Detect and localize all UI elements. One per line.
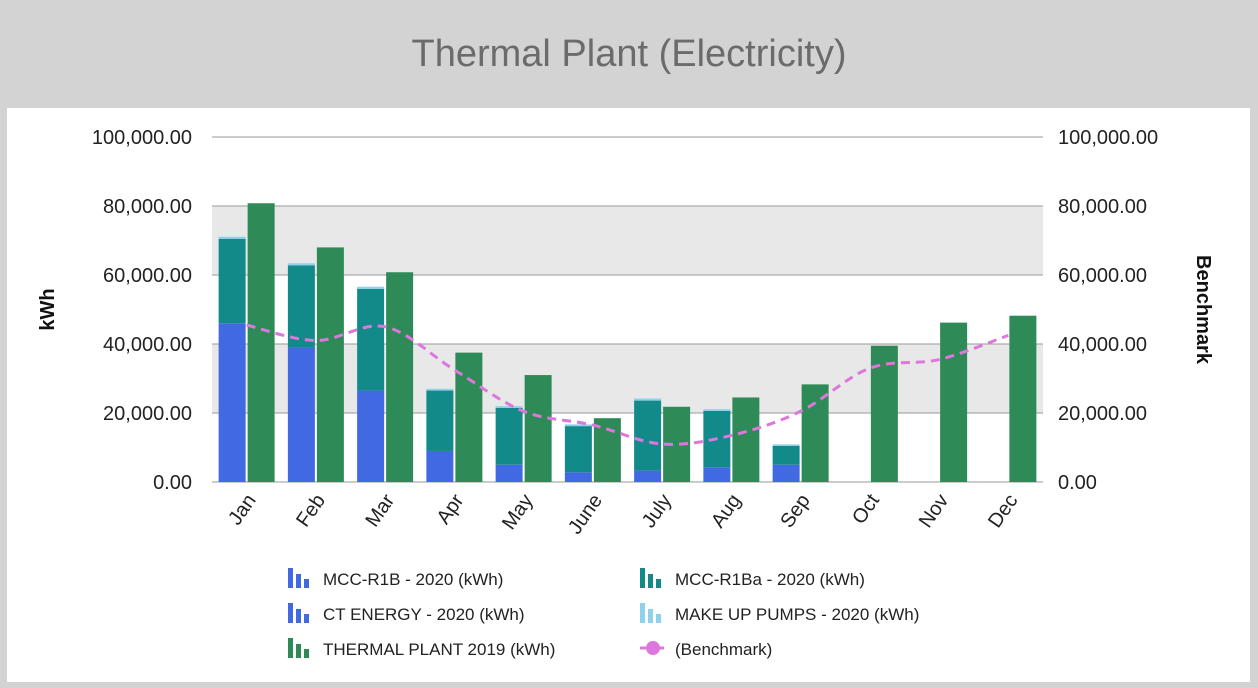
bar-2020 (357, 390, 385, 482)
bar-2019 (386, 272, 414, 482)
legend-swatch (656, 579, 661, 588)
bar-2019 (1009, 315, 1037, 482)
legend-swatch (640, 568, 645, 588)
bar-2019 (524, 375, 552, 482)
bar-2020 (772, 445, 800, 465)
x-tick-label: May (498, 490, 538, 534)
bar-2019 (316, 247, 344, 482)
bar-2019 (801, 384, 829, 482)
bar-2020 (287, 265, 315, 348)
y-tick-label: 80,000.00 (103, 196, 192, 218)
x-tick-label: Oct (848, 490, 884, 528)
chart-title: Thermal Plant (Electricity) (411, 32, 847, 75)
legend-swatch (288, 568, 293, 588)
y2-axis-title: Benchmark (1192, 255, 1214, 365)
legend-swatch (304, 579, 309, 588)
title-bar: Thermal Plant (Electricity) (0, 0, 1258, 108)
y-tick-label: 20,000.00 (103, 403, 192, 425)
x-tick-label: Apr (433, 490, 469, 528)
y2-tick-label: 0.00 (1058, 472, 1097, 494)
legend-label: CT ENERGY - 2020 (kWh) (323, 605, 525, 624)
bar-2019 (870, 345, 898, 482)
bar-2020 (703, 467, 731, 482)
x-tick-label: Sep (776, 490, 814, 532)
bar-2020 (495, 464, 523, 482)
bar-2020 (634, 470, 662, 482)
bar-2020 (218, 323, 246, 482)
legend-swatch (656, 614, 661, 623)
bar-2020 (426, 388, 454, 391)
y-tick-label: 100,000.00 (92, 127, 192, 149)
legend-label: MAKE UP PUMPS - 2020 (kWh) (675, 605, 919, 624)
bar-2020 (357, 286, 385, 289)
y-tick-label: 60,000.00 (103, 265, 192, 287)
legend-swatch (304, 649, 309, 658)
benchmark-line (246, 323, 1009, 446)
bar-2020 (426, 450, 454, 482)
legend-swatch (296, 644, 301, 658)
y2-tick-label: 20,000.00 (1058, 403, 1147, 425)
legend-swatch (304, 614, 309, 623)
bar-2019 (732, 397, 760, 482)
y-axis-title: kWh (37, 288, 59, 330)
legend-swatch (296, 574, 301, 588)
bar-2020 (495, 406, 523, 408)
x-tick-label: Dec (984, 490, 1022, 532)
y2-tick-label: 100,000.00 (1058, 127, 1158, 149)
x-tick-label: July (638, 490, 676, 532)
legend-label: THERMAL PLANT 2019 (kWh) (323, 640, 555, 659)
bar-2020 (287, 347, 315, 482)
legend-swatch (648, 574, 653, 588)
grid-band (212, 344, 1043, 413)
legend-label: MCC-R1Ba - 2020 (kWh) (675, 570, 865, 589)
x-tick-label: June (564, 490, 607, 538)
legend-swatch (640, 603, 645, 623)
y2-tick-label: 80,000.00 (1058, 196, 1147, 218)
y2-tick-label: 40,000.00 (1058, 334, 1147, 356)
legend-swatch (646, 641, 660, 655)
bar-2020 (357, 288, 385, 391)
y2-tick-label: 60,000.00 (1058, 265, 1147, 287)
bar-2020 (564, 472, 592, 482)
bar-2020 (564, 424, 592, 427)
x-tick-label: Mar (361, 490, 399, 531)
bar-2019 (247, 203, 275, 483)
y-tick-label: 0.00 (153, 472, 192, 494)
bar-2020 (287, 263, 315, 266)
legend-swatch (296, 609, 301, 623)
bar-2020 (634, 400, 662, 471)
x-tick-label: Feb (292, 490, 330, 531)
legend-swatch (648, 609, 653, 623)
bar-2020 (426, 390, 454, 451)
bar-2019 (940, 322, 968, 482)
bar-2020 (703, 409, 731, 411)
bar-2020 (772, 464, 800, 482)
legend-label: MCC-R1B - 2020 (kWh) (323, 570, 503, 589)
bar-2020 (218, 238, 246, 324)
bar-2020 (218, 236, 246, 239)
x-tick-label: Jan (224, 490, 261, 529)
x-tick-label: Aug (707, 490, 745, 532)
bar-2020 (772, 444, 800, 446)
legend-swatch (288, 638, 293, 658)
bar-2020 (634, 398, 662, 401)
y-tick-label: 40,000.00 (103, 334, 192, 356)
legend-label: (Benchmark) (675, 640, 772, 659)
legend-swatch (288, 603, 293, 623)
bar-2020 (564, 426, 592, 473)
grid-band (212, 206, 1043, 275)
x-tick-label: Nov (915, 490, 953, 532)
bar-2020 (495, 407, 523, 465)
